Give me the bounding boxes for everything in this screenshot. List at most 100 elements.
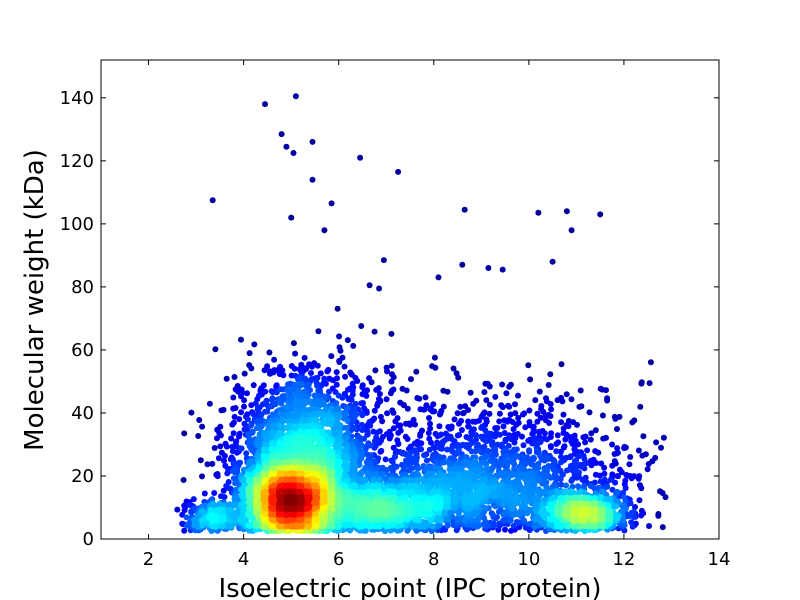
scatter-point <box>526 521 533 528</box>
scatter-point <box>237 459 243 466</box>
scatter-point <box>317 399 324 406</box>
scatter-point <box>482 454 489 461</box>
scatter-point <box>596 472 603 479</box>
scatter-point <box>426 446 433 453</box>
scatter-point <box>328 405 335 412</box>
scatter-point <box>411 458 418 465</box>
scatter-point <box>186 521 193 528</box>
scatter-point <box>231 413 238 420</box>
scatter-point <box>571 446 578 453</box>
scatter-point <box>428 528 435 535</box>
scatter-point <box>219 513 226 520</box>
scatter-point <box>482 523 489 530</box>
scatter-point <box>559 471 566 478</box>
scatter-point <box>233 438 240 445</box>
scatter-point <box>459 261 466 268</box>
scatter-point <box>470 465 477 472</box>
scatter-point <box>489 458 495 465</box>
scatter-point <box>296 398 303 405</box>
scatter-point <box>302 375 309 382</box>
scatter-point <box>548 406 555 413</box>
scatter-point <box>337 422 344 429</box>
scatter-point <box>568 396 575 403</box>
scatter-point <box>390 425 397 432</box>
scatter-point <box>373 386 380 393</box>
scatter-point <box>481 389 488 396</box>
scatter-point <box>388 362 395 369</box>
scatter-point <box>511 439 518 446</box>
scatter-point <box>467 511 473 518</box>
scatter-point <box>499 482 506 489</box>
scatter-point <box>621 527 628 534</box>
scatter-point <box>372 367 379 374</box>
scatter-point <box>297 382 304 389</box>
scatter-point <box>212 346 219 353</box>
scatter-point <box>341 415 348 422</box>
scatter-point <box>547 443 554 450</box>
scatter-point <box>562 436 569 443</box>
scatter-point <box>277 386 284 393</box>
scatter-point <box>454 432 461 439</box>
scatter-point <box>220 487 227 494</box>
scatter-point <box>364 431 371 438</box>
scatter-point <box>521 517 528 524</box>
scatter-point <box>200 516 207 523</box>
scatter-point <box>603 434 609 441</box>
scatter-point <box>231 502 237 509</box>
scatter-point <box>379 418 386 425</box>
scatter-point <box>512 410 519 417</box>
scatter-point <box>342 373 349 380</box>
scatter-point <box>607 476 614 483</box>
scatter-point <box>636 473 643 480</box>
scatter-point <box>388 483 395 489</box>
scatter-point <box>558 481 565 488</box>
scatter-point <box>395 429 402 436</box>
scatter-point <box>335 407 342 413</box>
scatter-point <box>453 527 460 534</box>
scatter-point <box>427 425 434 432</box>
scatter-point <box>515 478 522 485</box>
scatter-point <box>244 511 251 517</box>
scatter-point <box>494 441 501 448</box>
scatter-point <box>461 518 468 524</box>
scatter-point <box>418 440 425 447</box>
scatter-point <box>496 418 503 425</box>
scatter-point <box>371 407 378 414</box>
scatter-point <box>626 461 633 468</box>
scatter-point <box>209 197 216 204</box>
scatter-point <box>391 472 398 479</box>
scatter-point <box>215 455 222 462</box>
scatter-point <box>180 477 187 483</box>
scatter-point <box>638 379 645 386</box>
scatter-point <box>292 350 299 357</box>
scatter-point <box>568 435 575 442</box>
scatter-point <box>450 365 457 372</box>
scatter-point <box>511 465 518 472</box>
scatter-point <box>445 483 452 490</box>
scatter-point <box>640 433 647 440</box>
scatter-point <box>551 471 558 477</box>
scatter-point <box>358 421 365 428</box>
scatter-point <box>389 407 396 414</box>
scatter-point <box>321 375 328 382</box>
scatter-point <box>637 403 644 410</box>
scatter-point <box>549 258 556 265</box>
scatter-point <box>527 376 534 383</box>
scatter-point <box>543 454 550 460</box>
scatter-point <box>206 400 213 407</box>
scatter-point <box>455 442 462 448</box>
scatter-point <box>513 496 519 503</box>
scatter-point <box>283 441 290 448</box>
scatter-point <box>553 523 560 530</box>
scatter-point <box>248 440 255 447</box>
scatter-point <box>507 411 514 418</box>
scatter-point <box>520 488 527 495</box>
scatter-point <box>635 447 642 454</box>
scatter-point <box>358 442 365 449</box>
scatter-point <box>614 426 620 432</box>
scatter-point <box>427 405 434 412</box>
scatter-point <box>342 410 349 417</box>
scatter-point <box>413 368 420 375</box>
scatter-point <box>378 447 385 454</box>
scatter-point <box>498 470 505 477</box>
